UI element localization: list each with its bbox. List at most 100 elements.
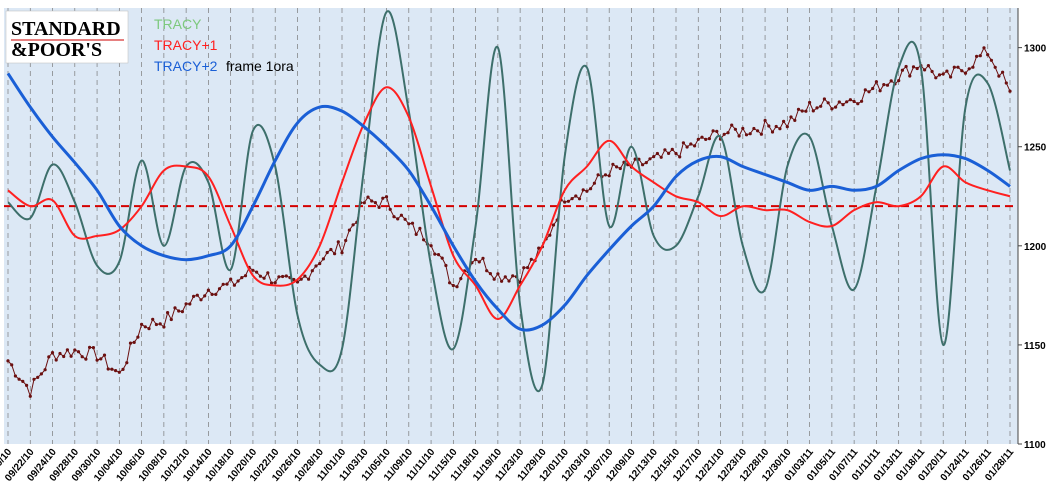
price-point (952, 65, 956, 69)
price-series (6, 46, 1012, 399)
price-point (852, 99, 856, 104)
price-point (960, 69, 964, 73)
price-point (937, 73, 942, 77)
price-point (551, 223, 556, 227)
price-point (581, 188, 585, 192)
price-point (811, 109, 815, 113)
price-point (871, 86, 875, 91)
price-point (956, 65, 960, 69)
price-point (110, 367, 114, 371)
price-point (325, 250, 329, 255)
price-point (269, 281, 274, 285)
price-point (451, 283, 455, 288)
price-point (255, 270, 259, 274)
price-point (648, 157, 652, 161)
price-point (199, 298, 203, 302)
price-point (336, 240, 340, 244)
price-point (789, 115, 793, 119)
price-point (203, 294, 207, 298)
y-tick-label: 1300 (1024, 44, 1047, 55)
price-point (566, 199, 571, 203)
price-point (696, 137, 700, 141)
series-tracy1-line (7, 86, 1011, 321)
series-tracy2-line (6, 72, 1011, 332)
price-point (663, 148, 667, 152)
price-point (333, 252, 337, 256)
price-point (570, 197, 574, 201)
price-point (874, 80, 879, 84)
price-point (900, 68, 905, 72)
price-point (815, 106, 819, 110)
price-point (32, 377, 36, 381)
price-point (752, 126, 756, 131)
price-point (830, 107, 834, 111)
price-point (277, 275, 281, 279)
price-point (47, 355, 51, 359)
price-point (707, 137, 712, 141)
price-point (236, 279, 240, 283)
price-point (596, 173, 600, 177)
price-point (340, 251, 344, 255)
price-point (347, 228, 351, 232)
price-point (763, 118, 767, 123)
price-point (756, 129, 760, 133)
price-point (76, 350, 81, 354)
price-point (819, 104, 823, 108)
price-point (574, 194, 578, 198)
price-point (592, 181, 597, 185)
price-point (982, 46, 986, 50)
price-point (529, 257, 533, 261)
legend-entry-tracy2: TRACY+2 (154, 58, 218, 74)
price-point (496, 272, 500, 276)
price-point (143, 325, 147, 329)
price-point (318, 262, 322, 266)
price-point (299, 277, 303, 281)
price-point (492, 277, 496, 281)
logo-line-1: STANDARD (11, 18, 121, 40)
price-point (128, 341, 133, 345)
price-point (834, 105, 838, 109)
price-point (711, 129, 715, 133)
price-point (232, 283, 236, 287)
price-point (730, 123, 734, 127)
legend-entry-tracy: TRACY (154, 16, 202, 32)
price-point (911, 65, 916, 69)
y-tick-label: 1150 (1024, 341, 1046, 352)
price-point (897, 79, 901, 83)
price-point (607, 174, 611, 178)
price-point (507, 279, 511, 283)
price-point (644, 161, 648, 165)
price-point (511, 274, 515, 278)
price-point (114, 369, 118, 373)
price-point (58, 351, 62, 356)
price-point (154, 322, 158, 327)
price-point (822, 97, 827, 101)
price-point (778, 127, 782, 131)
price-point (733, 127, 738, 131)
price-point (1004, 81, 1008, 85)
x-axis-ticks: 09/20/1009/22/1009/24/1009/28/1009/30/10… (0, 447, 1017, 484)
price-point (949, 75, 953, 79)
price-point (652, 155, 656, 159)
price-point (978, 54, 982, 58)
price-point (370, 199, 374, 203)
price-point (225, 282, 229, 286)
price-point (448, 281, 452, 285)
price-point (715, 129, 719, 133)
logo-box (5, 10, 129, 64)
price-point (741, 126, 745, 130)
price-point (13, 374, 17, 378)
price-point (926, 64, 931, 68)
price-point (563, 200, 567, 204)
price-point (603, 173, 608, 177)
price-point (915, 66, 919, 71)
price-point (266, 271, 270, 275)
price-point (693, 144, 697, 148)
price-point (36, 375, 40, 379)
price-point (667, 151, 671, 155)
price-point (522, 266, 526, 270)
price-point (674, 151, 678, 156)
price-point (292, 277, 296, 282)
price-point (722, 132, 726, 136)
